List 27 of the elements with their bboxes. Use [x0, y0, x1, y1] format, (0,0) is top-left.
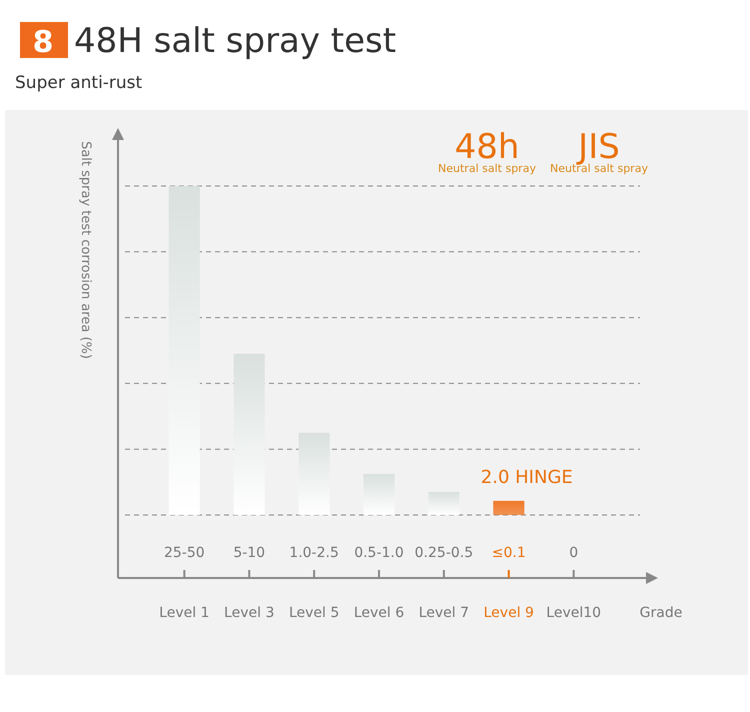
text: 0.5-1.0 — [354, 545, 404, 561]
text: 25-50 — [164, 545, 205, 561]
bar — [168, 186, 200, 515]
annotation: 2.0 HINGE — [480, 466, 573, 488]
x-tick-label: Level 5 — [288, 605, 340, 621]
x-tick-label: Level 7 — [418, 605, 470, 621]
text: Neutral salt spray — [550, 162, 648, 175]
text: 8 — [32, 25, 54, 60]
text: ≤0.1 — [492, 545, 526, 561]
text: 0 — [569, 545, 578, 561]
x-tick-label: Level 6 — [354, 605, 404, 621]
text: 0.25-0.5 — [414, 545, 474, 561]
bar — [298, 432, 330, 515]
bar — [493, 500, 524, 515]
bar — [428, 492, 460, 515]
y-axis-title: Salt spray test corrosion area (%) — [78, 141, 93, 359]
text: 1.0-2.5 — [289, 545, 339, 561]
bar — [363, 474, 395, 515]
chart-title: 48H salt spray test — [74, 21, 396, 61]
bar — [234, 354, 265, 515]
x-tick-label: Level 3 — [224, 605, 274, 621]
x-axis-title: Grade — [640, 605, 682, 621]
x-tick-label: Level10 — [546, 605, 602, 621]
text: 5-10 — [233, 545, 266, 561]
chart-subtitle: Super anti-rust — [15, 73, 143, 93]
x-tick-label: Level 1 — [159, 605, 210, 621]
x-tick-label: Level 9 — [484, 605, 534, 621]
